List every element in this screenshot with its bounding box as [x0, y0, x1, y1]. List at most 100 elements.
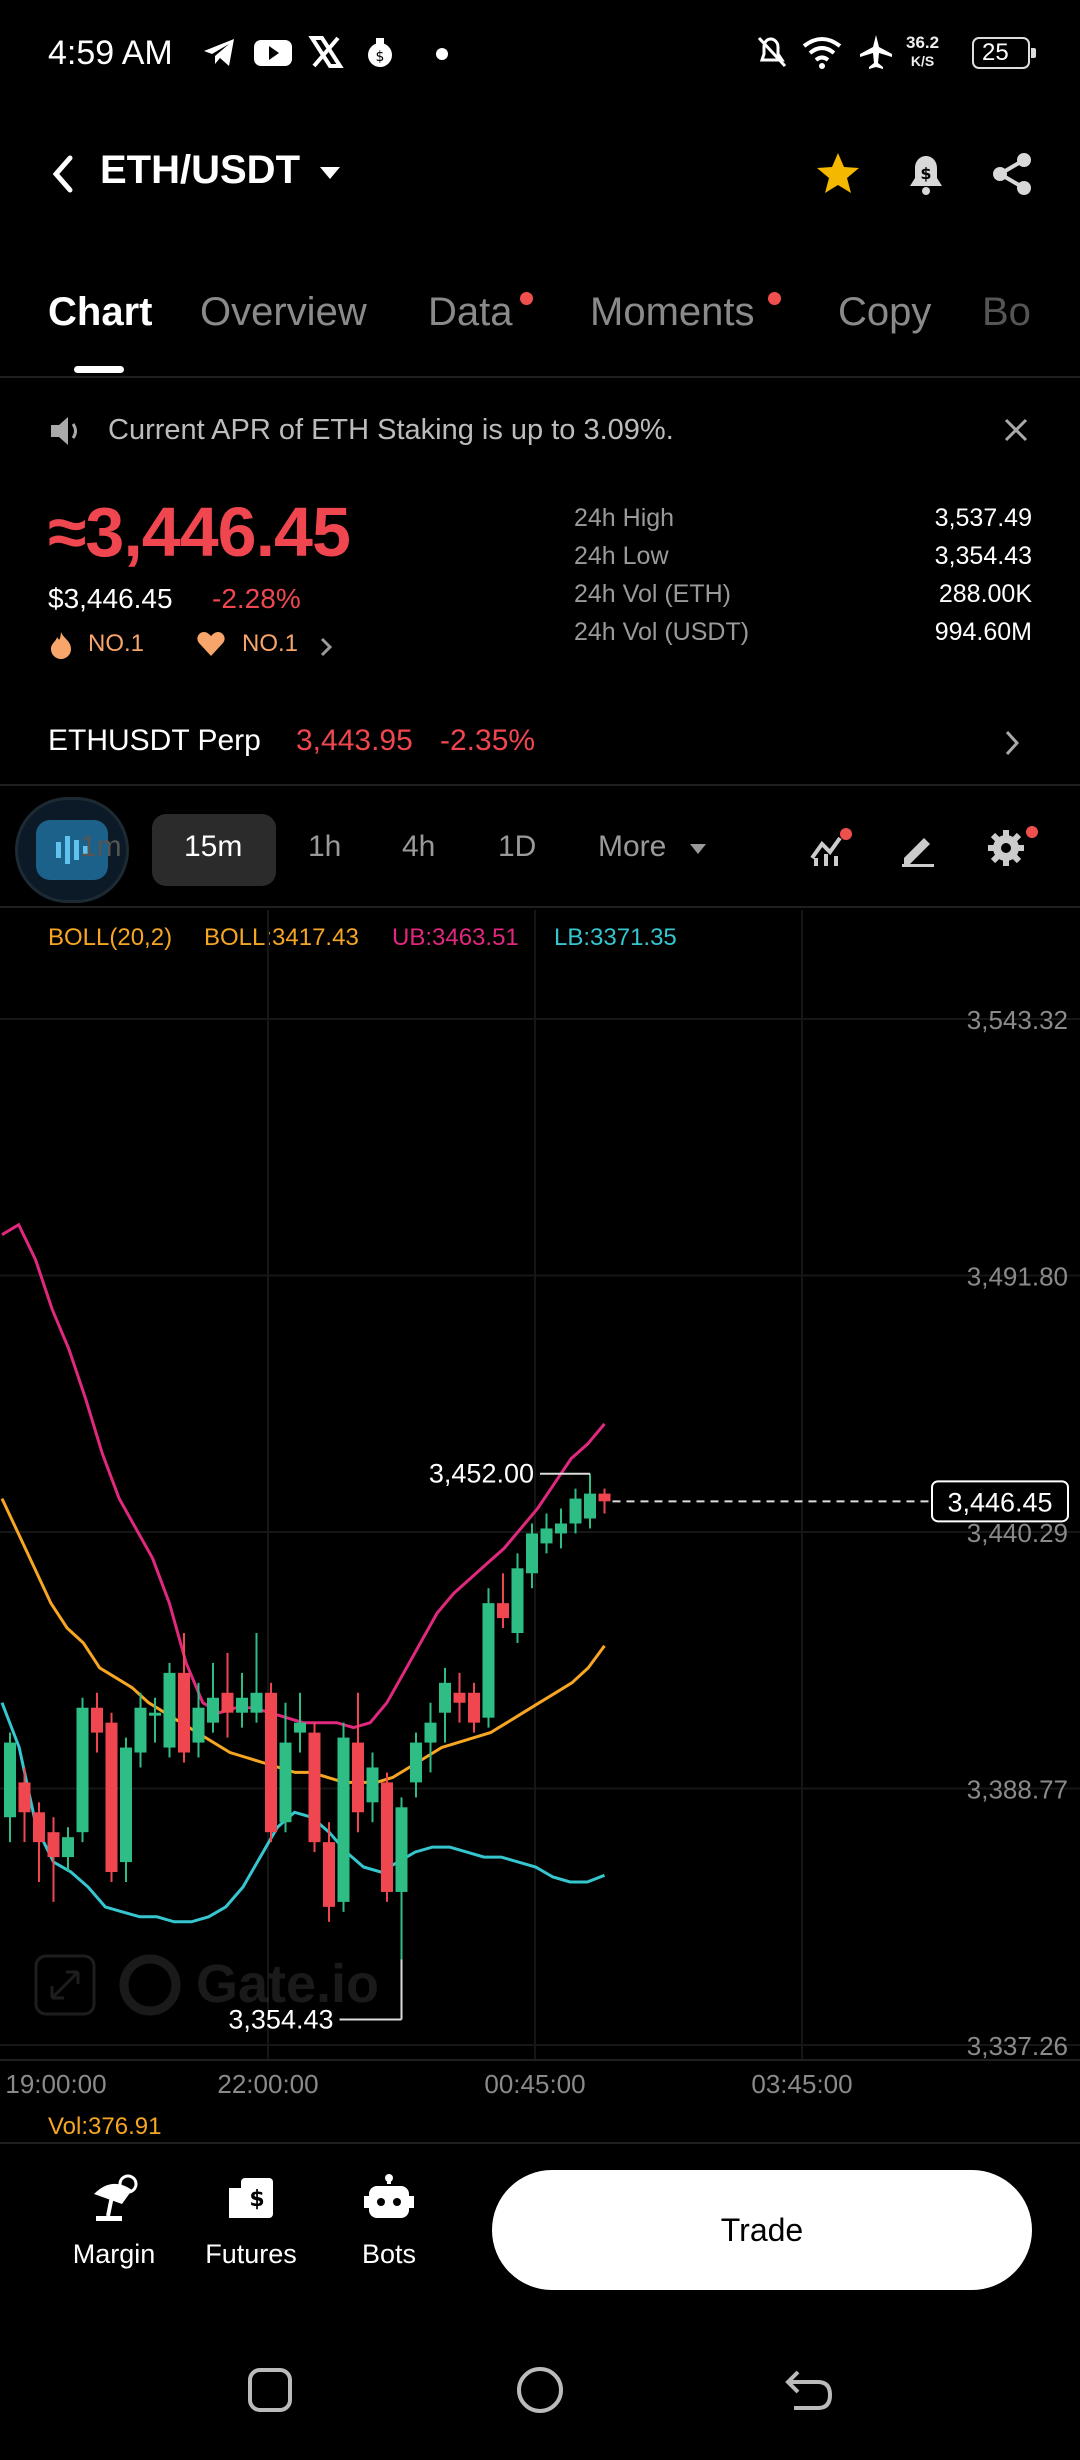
candle-body	[221, 1692, 234, 1713]
candle-body	[250, 1692, 263, 1713]
candle-body	[482, 1603, 495, 1718]
indicator-icon[interactable]	[808, 828, 852, 868]
candle-body	[410, 1742, 422, 1783]
interval-15m[interactable]: 15m	[184, 830, 243, 863]
price-alert-icon[interactable]: $	[904, 150, 948, 198]
y-tick-label: 3,543.32	[967, 1005, 1068, 1035]
gate-logo-icon	[119, 1954, 181, 2016]
battery-indicator: 25	[972, 37, 1036, 69]
candle-body	[555, 1523, 567, 1534]
notice-bar: Current APR of ETH Staking is up to 3.09…	[0, 380, 1080, 480]
tab-overview[interactable]: Overview	[200, 290, 367, 334]
x-tick-label: 03:45:00	[751, 2069, 852, 2099]
nav-margin[interactable]: Margin	[54, 2174, 174, 2270]
current-price-tag	[931, 1480, 1069, 1523]
pair-title[interactable]: ETH/USDT	[100, 148, 300, 192]
status-time: 4:59 AM	[48, 34, 173, 72]
stat-value: 3,537.49	[934, 504, 1032, 532]
bottom-nav: Margin $ Futures Bots Trade	[0, 2142, 1080, 2318]
interval-1m[interactable]: 1m	[80, 830, 122, 863]
close-icon[interactable]	[1002, 416, 1030, 444]
tab-indicator	[74, 366, 124, 373]
header: ETH/USDT $	[0, 108, 1080, 238]
chevron-right-icon[interactable]	[318, 636, 334, 658]
boll-boll-line	[0, 1497, 606, 1784]
trade-button[interactable]: Trade	[492, 2170, 1032, 2290]
candle-body	[105, 1722, 118, 1873]
high-marker-label: 3,452.00	[429, 1459, 534, 1489]
back-icon[interactable]	[48, 152, 78, 196]
rank-badge-fav[interactable]: NO.1	[242, 630, 299, 657]
rank-badge-hot[interactable]: NO.1	[88, 630, 145, 657]
candle-body	[265, 1692, 277, 1833]
candle-body	[279, 1742, 292, 1823]
interval-1d[interactable]: 1D	[498, 830, 537, 863]
volume-label: Vol:376.91	[48, 2113, 161, 2140]
telegram-icon	[204, 39, 234, 66]
watermark-text: Gate.io	[196, 1954, 379, 2014]
x-tick-label: 00:45:00	[484, 2069, 585, 2099]
price-chart[interactable]: BOLL(20,2) BOLL:3417.43 UB:3463.51 LB:33…	[0, 910, 1080, 2140]
settings-icon[interactable]	[984, 824, 1040, 872]
caret-down-icon[interactable]	[318, 164, 342, 182]
interval-more[interactable]: More	[598, 830, 667, 863]
chevron-right-icon[interactable]	[1002, 728, 1022, 758]
tab-moments-dot	[768, 292, 781, 305]
wifi-icon	[802, 37, 842, 69]
home-icon[interactable]	[514, 2364, 566, 2416]
y-tick-label: 3,440.29	[967, 1518, 1068, 1548]
stat-value: 994.60M	[934, 618, 1032, 646]
nav-futures[interactable]: $ Futures	[191, 2174, 311, 2270]
boll-lb-line	[0, 1702, 606, 1924]
svg-text:$: $	[249, 2187, 264, 2212]
x-tick-label: 22:00:00	[217, 2069, 318, 2099]
expand-arrows-icon	[50, 1970, 80, 2000]
boll-lb-value: LB:3371.35	[554, 924, 677, 951]
candle-body	[598, 1493, 611, 1502]
speaker-icon	[51, 417, 77, 445]
draw-icon[interactable]	[898, 828, 938, 868]
tab-moments[interactable]: Moments	[590, 290, 755, 334]
candle-body	[62, 1837, 74, 1858]
share-icon[interactable]	[990, 150, 1036, 198]
candle-body	[540, 1528, 553, 1544]
notification-dot-icon	[436, 48, 448, 60]
stat-label: 24h Vol (USDT)	[574, 618, 750, 646]
candle-body	[381, 1782, 393, 1892]
candle-body	[4, 1742, 16, 1818]
back-nav-icon[interactable]	[784, 2366, 834, 2414]
interval-1h[interactable]: 1h	[308, 830, 342, 863]
youtube-icon	[254, 40, 292, 66]
tab-bots-partial[interactable]: Bo	[982, 290, 1031, 334]
candle-body	[352, 1742, 364, 1813]
boll-ub-value: UB:3463.51	[392, 924, 519, 951]
candle-body	[569, 1498, 582, 1524]
flame-icon	[51, 632, 71, 659]
candle-body	[120, 1747, 132, 1863]
stat-label: 24h Vol (ETH)	[574, 580, 732, 608]
floating-widget[interactable]	[18, 800, 126, 900]
caret-down-icon[interactable]	[688, 842, 708, 856]
net-speed: 36.2 K/S	[906, 33, 940, 70]
candle-body	[163, 1672, 176, 1748]
recents-icon[interactable]	[246, 2366, 294, 2414]
tab-bar: Chart Overview Data Moments Copy Bo	[0, 268, 1080, 378]
current-price-label: 3,446.45	[947, 1487, 1052, 1517]
tab-copy[interactable]: Copy	[838, 290, 932, 334]
assistant-icon	[36, 820, 108, 880]
y-tick-label: 3,491.80	[967, 1262, 1068, 1292]
tab-data[interactable]: Data	[428, 290, 513, 334]
perp-price: 3,443.95	[296, 724, 413, 757]
candle-body	[33, 1812, 45, 1843]
notice-text[interactable]: Current APR of ETH Staking is up to 3.09…	[108, 414, 674, 446]
candlestick-chart[interactable]: Gate.io 3,452.00 3,354.43 3,446.45 3,543.3…	[0, 910, 1080, 2140]
perp-row[interactable]: ETHUSDT Perp 3,443.95 -2.35%	[0, 706, 1080, 786]
nav-bots[interactable]: Bots	[329, 2174, 449, 2270]
candle-body	[236, 1697, 248, 1713]
star-icon[interactable]	[814, 150, 862, 198]
y-tick-label: 3,337.26	[967, 2031, 1068, 2061]
tab-chart[interactable]: Chart	[48, 290, 153, 334]
svg-text:$: $	[920, 164, 931, 183]
perp-change: -2.35%	[440, 724, 536, 757]
interval-4h[interactable]: 4h	[402, 830, 436, 863]
